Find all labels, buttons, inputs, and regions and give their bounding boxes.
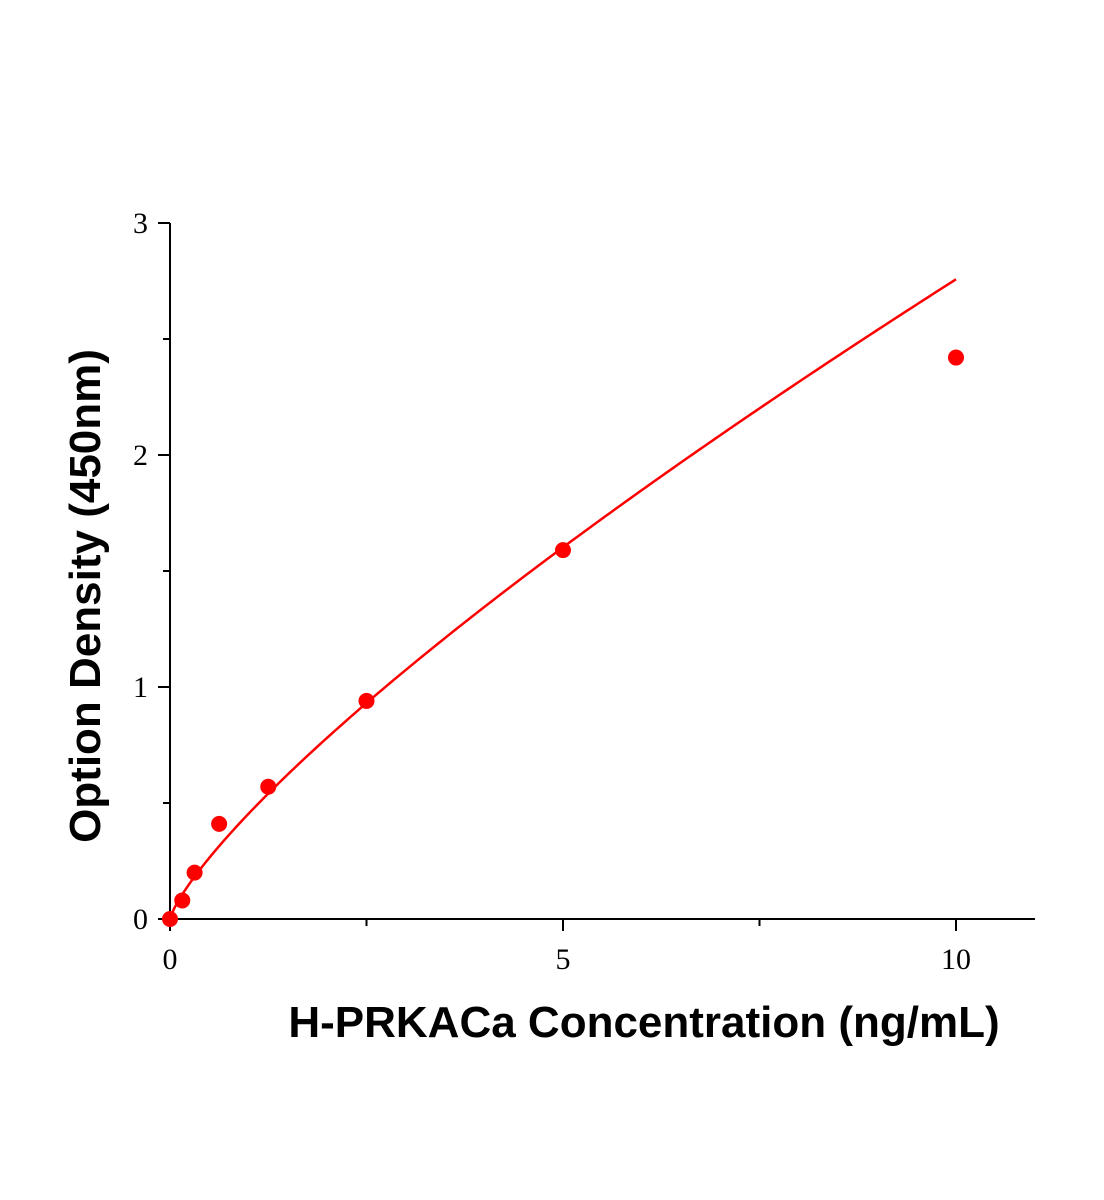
x-tick-label: 5: [556, 943, 571, 976]
y-axis-title: Option Density (450nm): [61, 349, 110, 843]
x-tick-label: 0: [163, 943, 178, 976]
data-point: [211, 815, 228, 832]
y-tick-label: 3: [133, 207, 148, 240]
data-point: [948, 349, 964, 366]
data-point: [358, 692, 375, 709]
series-layer: [162, 278, 964, 927]
x-axis-title: H-PRKACa Concentration (ng/mL): [288, 998, 999, 1047]
data-point: [260, 778, 277, 795]
x-tick-label: 10: [941, 943, 971, 976]
data-point: [162, 911, 178, 927]
axes: [169, 223, 1035, 920]
fit-curve: [168, 278, 957, 920]
ticks: 0 1 2 3 0 5 10: [133, 207, 971, 976]
data-point: [186, 864, 203, 881]
data-point: [555, 542, 571, 559]
y-tick-label: 2: [133, 439, 148, 472]
y-tick-label: 1: [133, 671, 148, 704]
data-point: [174, 892, 191, 909]
y-tick-label: 0: [133, 903, 148, 936]
